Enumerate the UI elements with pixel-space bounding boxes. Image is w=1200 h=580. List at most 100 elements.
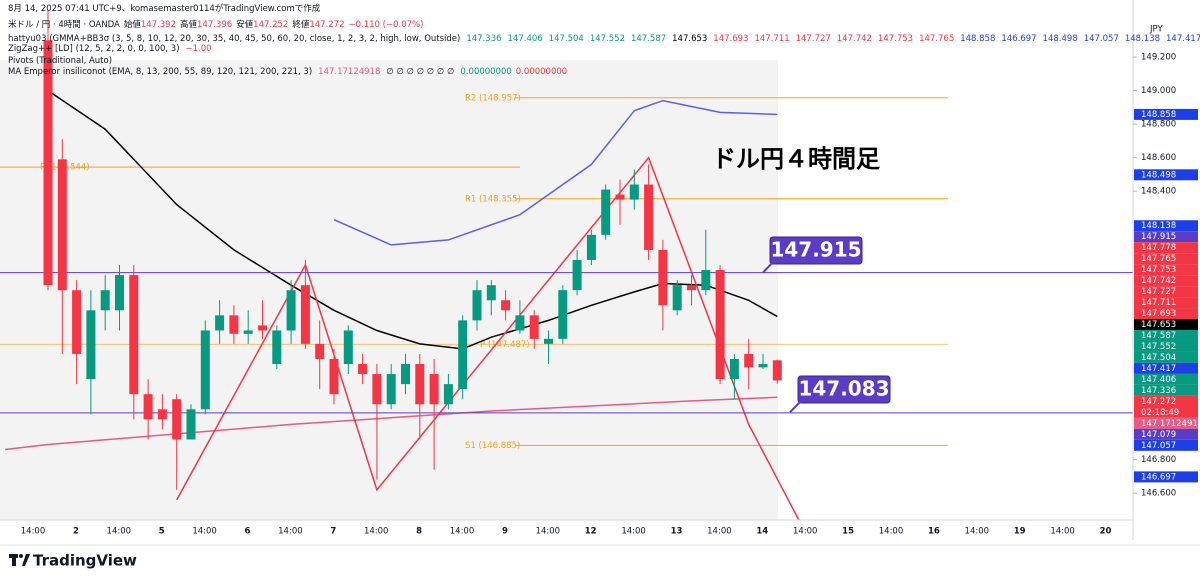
ohlc-value: 147.396: [197, 20, 232, 30]
x-tick-label: 14:00: [536, 527, 561, 537]
plot-area: R2 (148.957)P (148.544)R1 (148.355)P (14…: [0, 10, 1133, 521]
price-tag: 147.753: [1134, 264, 1198, 276]
callout-pointer: [789, 399, 803, 413]
price-tag-bg: [1134, 428, 1198, 440]
indicator-value: 147.693: [713, 34, 748, 44]
price-tag-label: 148.858: [1141, 110, 1176, 120]
ma-name: MA Emperor insiliconot (EMA, 8, 13, 200,…: [8, 67, 312, 77]
zigzag-name: ZigZag++ [LD] (12, 5, 2, 2, 0, 0, 100, 3…: [8, 44, 180, 54]
candle-body: [86, 310, 96, 380]
candle-body: [572, 260, 582, 291]
price-tag-bg: [1134, 169, 1198, 181]
ohlc-value: 147.392: [141, 20, 176, 30]
candle-body: [272, 330, 282, 364]
price-tag-bg: [1134, 231, 1198, 243]
price-tag-label: 147.653: [1141, 320, 1176, 330]
candle-body: [458, 320, 468, 390]
candle-body: [243, 330, 253, 334]
candle-body: [586, 234, 596, 260]
price-tag: 148.138: [1134, 220, 1198, 232]
candle-body: [501, 300, 511, 311]
price-tag-label: 147.727: [1141, 287, 1176, 297]
header-line: ZigZag++ [LD] (12, 5, 2, 2, 0, 0, 100, 3…: [8, 44, 212, 54]
y-tick-label: 146.800: [1141, 455, 1176, 465]
indicator-value: 147.057: [1084, 34, 1119, 44]
candle-body: [229, 315, 239, 334]
price-tag: 147.727: [1134, 286, 1198, 298]
indicator-value: 147.406: [508, 34, 543, 44]
candle-body: [286, 290, 296, 331]
indicator-value: 146.697: [1001, 34, 1036, 44]
x-tick-label: 2: [73, 527, 79, 537]
indicator-value: 147.417: [1166, 34, 1200, 44]
candle-body: [615, 194, 625, 200]
candle-body: [558, 290, 568, 339]
price-tag-bg: [1134, 384, 1198, 396]
price-tag-bg: [1134, 286, 1198, 298]
price-tag-label: 147.272: [1141, 397, 1176, 407]
price-tag: 147.765: [1134, 253, 1198, 265]
candle-body: [258, 325, 267, 331]
price-tag-bg: [1134, 308, 1198, 320]
candle-body: [443, 384, 453, 405]
zigzag-value: −1.00: [186, 44, 212, 54]
x-tick-label: 14:00: [965, 527, 990, 537]
price-tag: 147.336: [1134, 384, 1198, 396]
price-tag-label: 147.057: [1141, 441, 1176, 451]
ohlc-value: 147.272: [309, 20, 344, 30]
price-tag: 148.858: [1134, 108, 1198, 120]
indicator-value: 147.504: [549, 34, 584, 44]
price-tag-label: 147.915: [1141, 232, 1176, 242]
candle-body: [687, 285, 696, 291]
candle-body: [386, 374, 396, 405]
price-tag-bg: [1134, 297, 1198, 309]
price-tag-bg: [1134, 417, 1198, 429]
candle-body: [472, 290, 482, 321]
x-tick-label: 14:00: [192, 527, 217, 537]
candle-body: [186, 409, 196, 440]
price-tag-label: 147.417: [1141, 364, 1176, 374]
change: −0.110 (−0.07%): [349, 20, 424, 30]
indicator-value: 147.336: [466, 34, 501, 44]
candle-body: [157, 409, 167, 420]
price-tag-bg: [1134, 275, 1198, 287]
candle-body: [358, 364, 368, 375]
y-tick-label: 148.800: [1141, 120, 1176, 130]
candle-body: [729, 358, 739, 380]
indicator-value: 147.753: [878, 34, 913, 44]
price-tag-bg: [1134, 220, 1198, 232]
candle-body: [601, 189, 611, 235]
price-tag-bg: [1134, 373, 1198, 385]
created-note: 8月 14, 2025 07:41 UTC+9、komasemaster0114…: [8, 3, 321, 14]
candle-body: [100, 290, 110, 311]
price-tag: 147.915: [1134, 231, 1198, 243]
x-tick-label: 14: [756, 527, 768, 537]
price-tag: 147.711: [1134, 297, 1198, 309]
x-tick-label: 14:00: [21, 527, 46, 537]
x-tick-label: 14:00: [450, 527, 475, 537]
candle-body: [57, 159, 67, 291]
indicator-value: 148.498: [1043, 34, 1078, 44]
price-tag-label: 146.697: [1141, 472, 1176, 482]
price-tag-label: 147.778: [1141, 243, 1176, 253]
indicator-line: [333, 99, 778, 246]
indicator-value: 147.552: [590, 34, 625, 44]
x-tick-label: 14:00: [621, 527, 646, 537]
price-tag-label: 147.587: [1141, 331, 1176, 341]
candle-body: [415, 364, 425, 405]
ma-value: 147.17124918: [318, 67, 380, 77]
ohlc-label: 終値: [292, 19, 310, 30]
indicator-value: 147.742: [837, 34, 872, 44]
ohlc-value: 147.252: [253, 20, 288, 30]
x-tick-label: 14:00: [879, 527, 904, 537]
callout-box: [797, 375, 891, 404]
price-tag-label: 147.17124918: [1141, 419, 1200, 429]
price-tag-bg: [1134, 439, 1198, 451]
header-line: MA Emperor insiliconot (EMA, 8, 13, 200,…: [8, 67, 567, 77]
x-tick-label: 14:00: [107, 527, 132, 537]
candle-body: [215, 315, 225, 331]
y-tick-label: 146.600: [1141, 489, 1176, 499]
x-tick-label: 14:00: [793, 527, 818, 537]
